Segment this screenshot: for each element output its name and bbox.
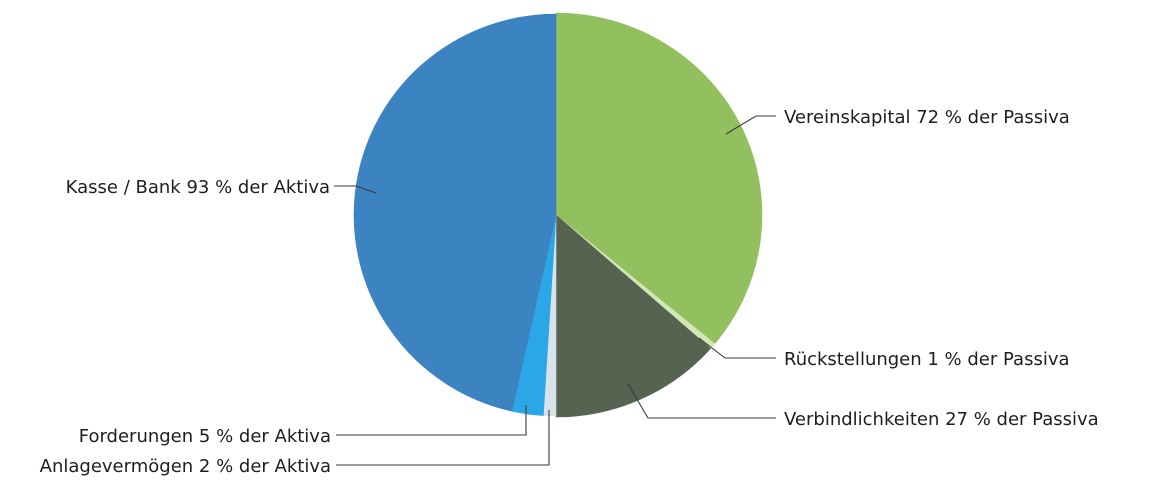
label-verbindlichkeiten: Verbindlichkeiten 27 % der Passiva bbox=[784, 409, 1099, 430]
leader-line-verbindlichkeiten bbox=[627, 383, 776, 419]
leader-line-rueckstellungen bbox=[698, 337, 776, 359]
pie-slice-passiva-2 bbox=[555, 214, 711, 418]
slice-labels: Vereinskapital 72 % der Passiva Rückstel… bbox=[40, 107, 1099, 477]
pie-slices bbox=[353, 12, 763, 418]
leader-lines bbox=[334, 115, 776, 466]
leader-line-vereinskapital bbox=[725, 115, 776, 135]
label-forderungen: Forderungen 5 % der Aktiva bbox=[79, 426, 331, 447]
pie-slice-aktiva-2 bbox=[353, 13, 557, 412]
label-vereinskapital: Vereinskapital 72 % der Passiva bbox=[784, 107, 1070, 128]
label-anlagevermoegen: Anlagevermögen 2 % der Aktiva bbox=[40, 456, 331, 477]
leader-line-forderungen bbox=[336, 405, 527, 436]
leader-line-anlagevermoegen bbox=[336, 410, 550, 466]
label-kasse-bank: Kasse / Bank 93 % der Aktiva bbox=[66, 177, 330, 198]
leader-line-kasse-bank bbox=[334, 185, 377, 194]
label-rueckstellungen: Rückstellungen 1 % der Passiva bbox=[784, 349, 1070, 370]
pie-slice-passiva-0 bbox=[555, 12, 763, 345]
